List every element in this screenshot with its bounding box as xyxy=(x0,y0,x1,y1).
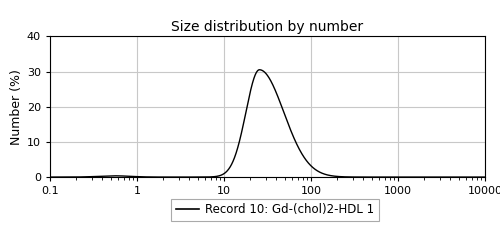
Legend: Record 10: Gd-(chol)2-HDL 1: Record 10: Gd-(chol)2-HDL 1 xyxy=(171,199,379,221)
Title: Size distribution by number: Size distribution by number xyxy=(172,20,364,34)
X-axis label: Size (d·nm): Size (d·nm) xyxy=(227,200,308,213)
Y-axis label: Number (%): Number (%) xyxy=(10,69,22,145)
